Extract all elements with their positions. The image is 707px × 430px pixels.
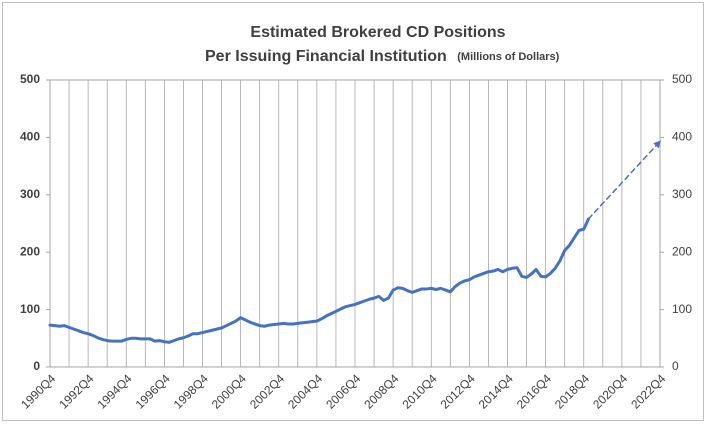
y2-tick-label: 400 <box>672 130 692 144</box>
y2-tick-label: 200 <box>672 244 692 258</box>
y-tick-label: 400 <box>20 130 40 144</box>
y-tick-label: 500 <box>20 72 40 86</box>
y2-tick-label: 100 <box>672 302 692 316</box>
subtitle: Per Issuing Financial Institution <box>205 48 447 65</box>
y2-tick-label: 500 <box>672 72 692 86</box>
y2-tick-label: 0 <box>672 359 679 373</box>
y2-tick-label: 300 <box>672 187 692 201</box>
projection-line <box>587 140 662 220</box>
chart-title: Estimated Brokered CD Positions <box>250 24 505 41</box>
y-tick-label: 200 <box>20 244 40 258</box>
chart-border <box>2 2 704 421</box>
data-line <box>48 217 591 344</box>
y-tick-label: 100 <box>20 302 40 316</box>
units: (Millions of Dollars) <box>457 51 559 63</box>
y-tick-label: 300 <box>20 187 40 201</box>
chart-subtitle: Per Issuing Financial Institution (Milli… <box>205 48 560 65</box>
y-tick-label: 0 <box>33 359 40 373</box>
